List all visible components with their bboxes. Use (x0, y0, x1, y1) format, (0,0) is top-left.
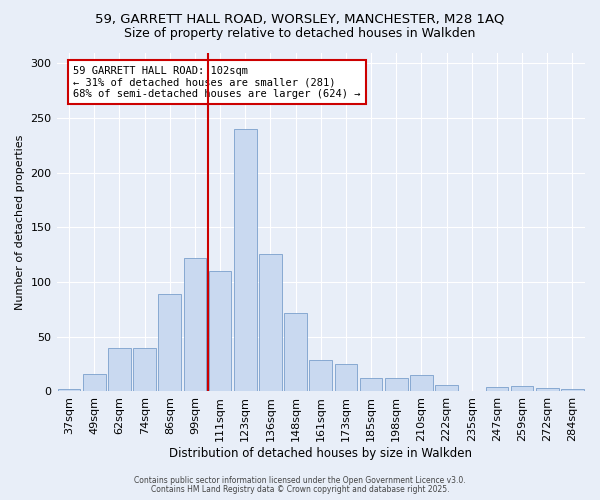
Bar (158, 294, 181, 392)
Bar (385, 378, 407, 392)
Text: 59, GARRETT HALL ROAD, WORSLEY, MANCHESTER, M28 1AQ: 59, GARRETT HALL ROAD, WORSLEY, MANCHEST… (95, 12, 505, 26)
Text: Contains HM Land Registry data © Crown copyright and database right 2025.: Contains HM Land Registry data © Crown c… (151, 485, 449, 494)
Text: Contains public sector information licensed under the Open Government Licence v3: Contains public sector information licen… (134, 476, 466, 485)
Bar (335, 364, 357, 392)
Bar (435, 385, 458, 392)
Bar (234, 129, 257, 392)
Text: 59 GARRETT HALL ROAD: 102sqm
← 31% of detached houses are smaller (281)
68% of s: 59 GARRETT HALL ROAD: 102sqm ← 31% of de… (73, 66, 361, 99)
Y-axis label: Number of detached properties: Number of detached properties (15, 134, 25, 310)
Bar (83, 374, 106, 392)
Bar (360, 378, 382, 392)
Bar (259, 254, 282, 392)
Bar (410, 375, 433, 392)
Bar (184, 258, 206, 392)
Bar (561, 390, 584, 392)
Bar (209, 271, 232, 392)
Bar (133, 348, 156, 392)
X-axis label: Distribution of detached houses by size in Walkden: Distribution of detached houses by size … (169, 447, 472, 460)
Bar (536, 388, 559, 392)
Bar (58, 390, 80, 392)
Bar (108, 348, 131, 392)
Bar (310, 360, 332, 392)
Bar (485, 387, 508, 392)
Bar (511, 386, 533, 392)
Bar (284, 312, 307, 392)
Text: Size of property relative to detached houses in Walkden: Size of property relative to detached ho… (124, 28, 476, 40)
